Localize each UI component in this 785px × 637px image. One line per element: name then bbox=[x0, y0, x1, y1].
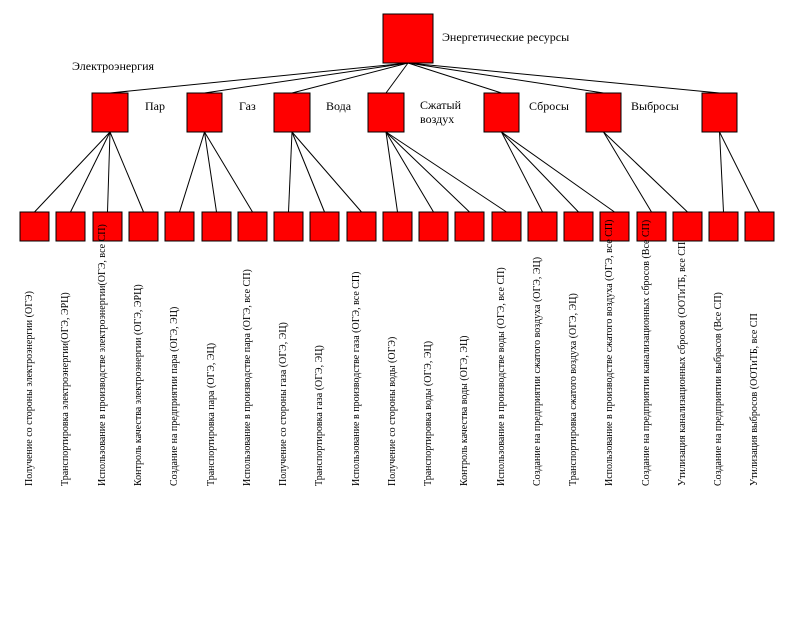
connector-line bbox=[719, 131, 724, 213]
category-label-water: Вода bbox=[326, 99, 352, 113]
leaf-node-4 bbox=[128, 211, 159, 242]
leaf-label-3: Использование в производстве электроэнер… bbox=[97, 224, 108, 486]
connector-line bbox=[291, 131, 325, 213]
connector-line bbox=[501, 131, 579, 213]
leaf-label-6: Транспортировка пара (ОГЭ, ЭЦ) bbox=[206, 342, 217, 486]
leaf-node-16 bbox=[563, 211, 594, 242]
leaf-label-5: Создание на предприятии пара (ОГЭ, ЭЦ) bbox=[169, 306, 180, 486]
leaf-label-21: Утилизация выбросов (ООТиТБ, все СП bbox=[749, 313, 760, 486]
leaf-label-20: Создание на предприятии выбрасов (Все СП… bbox=[713, 292, 724, 486]
leaf-node-17 bbox=[599, 211, 630, 242]
leaf-label-10: Использование в производстве газа (ОГЭ, … bbox=[351, 271, 362, 486]
leaf-node-5 bbox=[164, 211, 195, 242]
connector-line bbox=[204, 131, 217, 213]
leaf-node-15 bbox=[527, 211, 558, 242]
connector-line bbox=[501, 131, 543, 213]
connector-line bbox=[385, 62, 409, 94]
root-label: Энергетические ресурсы bbox=[442, 30, 570, 44]
leaf-node-10 bbox=[346, 211, 377, 242]
leaf-node-19 bbox=[672, 211, 703, 242]
leaf-label-18: Создание на предприятии канализационных … bbox=[641, 219, 652, 486]
category-node-compressed-air bbox=[483, 92, 520, 133]
connector-line bbox=[385, 131, 398, 213]
connector-line bbox=[385, 131, 434, 213]
connector-line bbox=[204, 131, 253, 213]
leaf-label-9: Транспортировка газа (ОГЭ, ЭЦ) bbox=[314, 345, 325, 486]
leaf-node-1 bbox=[19, 211, 50, 242]
leaf-label-8: Получение со стороны газа (ОГЭ, ЭЦ) bbox=[278, 322, 289, 486]
leaf-label-13: Контроль качества воды (ОГЭ, ЭЦ) bbox=[459, 335, 470, 487]
leaf-label-16: Транспортировка сжатого воздуха (ОГЭ, ЭЦ… bbox=[568, 293, 579, 486]
connector-line bbox=[385, 131, 470, 213]
leaf-label-15: Создание на предприятии сжатого воздуха … bbox=[532, 256, 543, 486]
connector-line bbox=[179, 131, 205, 213]
connector-line bbox=[603, 131, 652, 213]
category-node-discharges bbox=[585, 92, 622, 133]
leaf-label-19: Утилизация канализационных сбросов (ООТи… bbox=[677, 241, 688, 486]
connector-line bbox=[719, 131, 760, 213]
leaf-label-17: Использование в производстве сжатого воз… bbox=[604, 219, 615, 486]
leaf-node-9 bbox=[309, 211, 340, 242]
leaf-node-13 bbox=[454, 211, 485, 242]
root-node bbox=[382, 13, 434, 64]
category-node-steam bbox=[186, 92, 223, 133]
leaf-label-7: Использование в производстве пара (ОГЭ, … bbox=[242, 269, 253, 486]
leaf-node-2 bbox=[55, 211, 86, 242]
category-node-emissions bbox=[701, 92, 738, 133]
category-node-gas bbox=[273, 92, 311, 133]
category-label-electricity: Электроэнергия bbox=[72, 59, 155, 73]
connector-line bbox=[109, 62, 409, 94]
connector-line bbox=[385, 131, 507, 213]
category-node-water bbox=[367, 92, 405, 133]
category-label-gas: Газ bbox=[239, 99, 256, 113]
connector-line bbox=[407, 62, 604, 94]
leaf-node-20 bbox=[708, 211, 739, 242]
category-label-steam: Пар bbox=[145, 99, 165, 113]
connector-line bbox=[501, 131, 615, 213]
leaf-node-18 bbox=[636, 211, 667, 242]
leaf-node-7 bbox=[237, 211, 268, 242]
connector-line bbox=[204, 62, 409, 94]
leaf-node-12 bbox=[418, 211, 449, 242]
category-label-emissions: Выбросы bbox=[631, 99, 679, 113]
leaf-node-6 bbox=[201, 211, 232, 242]
connector-line bbox=[107, 131, 111, 213]
connector-line bbox=[407, 62, 720, 94]
connector-line bbox=[291, 131, 362, 213]
category-label-compressed-air: Сжатый воздух bbox=[420, 98, 462, 126]
connector-line bbox=[288, 131, 293, 213]
connector-line bbox=[34, 131, 111, 213]
leaf-node-8 bbox=[273, 211, 304, 242]
leaf-label-12: Транспортировка воды (ОГЭ, ЭЦ) bbox=[423, 340, 434, 486]
leaf-node-3 bbox=[92, 211, 123, 242]
connector-line bbox=[291, 62, 409, 94]
connector-line bbox=[407, 62, 502, 94]
leaf-node-14 bbox=[491, 211, 522, 242]
leaf-label-14: Использование в производстве воды (ОГЭ, … bbox=[496, 267, 507, 486]
leaf-label-11: Получение со стороны воды (ОГЭ) bbox=[387, 336, 398, 486]
leaf-label-4: Контроль качества электроэнергии (ОГЭ, Э… bbox=[133, 284, 144, 486]
leaf-label-2: Транспортировка электроэнергии(ОГЭ, ЭРЦ) bbox=[60, 292, 71, 486]
connector-line bbox=[603, 131, 688, 213]
category-label-discharges: Сбросы bbox=[529, 99, 569, 113]
connector-line bbox=[109, 131, 144, 213]
leaf-node-21 bbox=[744, 211, 775, 242]
leaf-label-1: Получение со стороны электроэнергии (ОГЭ… bbox=[24, 291, 35, 486]
leaf-node-11 bbox=[382, 211, 413, 242]
connector-line bbox=[70, 131, 111, 213]
category-node-electricity bbox=[91, 92, 129, 133]
